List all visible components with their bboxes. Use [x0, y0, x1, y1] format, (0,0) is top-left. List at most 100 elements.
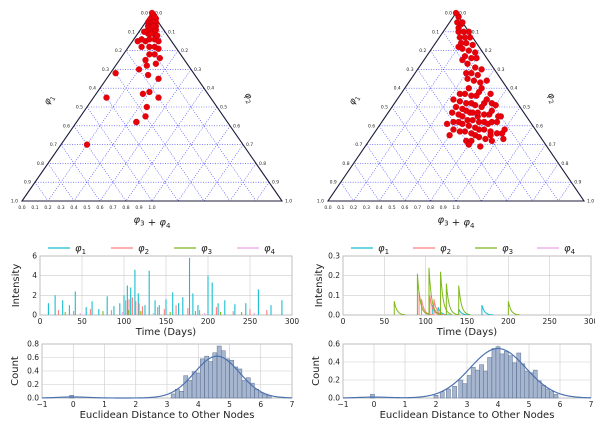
y-axis-label: Intensity — [11, 264, 22, 308]
ternary-data-point — [138, 36, 145, 43]
ternary-tick-bottom: 0.3 — [363, 205, 370, 211]
ternary-data-point — [155, 45, 162, 52]
ternary-data-point — [488, 107, 495, 114]
ternary-tick-right: 0.2 — [485, 48, 492, 54]
ternary-tick-bottom: 0.0 — [18, 205, 25, 211]
y-tick-label: 0.6 — [27, 353, 39, 362]
y-tick-label: 0.2 — [328, 376, 340, 385]
y-tick-label: 6 — [32, 252, 37, 261]
ternary-data-point — [450, 96, 457, 103]
legend-label: φ1 — [378, 244, 389, 257]
x-tick-label: 200 — [501, 317, 516, 326]
x-tick-label: 2 — [434, 400, 439, 409]
ternary-data-point — [492, 101, 499, 109]
histogram-bar — [462, 383, 468, 399]
x-tick-label: 3 — [165, 400, 170, 409]
kde-curve — [41, 355, 293, 399]
histogram-bar — [212, 352, 218, 399]
histogram-bar — [504, 350, 509, 399]
ternary-data-point — [472, 64, 479, 71]
intensity-decay-curve — [416, 273, 430, 315]
x-tick-label: 200 — [201, 317, 216, 326]
ternary-data-point — [477, 79, 484, 86]
x-axis-label: Time (Days) — [436, 327, 498, 338]
ternary-tick-right: 0.7 — [549, 142, 556, 148]
ternary-data-point — [133, 118, 140, 126]
ternary-tick-bottom: 0.9 — [440, 205, 447, 211]
y-tick-label: 0.6 — [328, 340, 340, 349]
ternary-gridline — [481, 125, 534, 202]
intensity-decay-curve — [433, 299, 446, 315]
ternary-tick-bottom: 0.0 — [324, 205, 331, 211]
ternary-tick-bottom: 0.4 — [70, 205, 77, 211]
ternary-data-point — [495, 113, 502, 120]
ternary-data-point — [465, 122, 472, 129]
ternary-data-point — [154, 32, 161, 39]
ternary-data-point — [475, 133, 483, 141]
ternary-plot-left: 0.0 0.0 0.0 0.1 0.1 0.1 0.2 0.2 0.2 0.3 0.3 0.3 0.4 0… — [11, 9, 292, 230]
ternary-tick-bottom: 0.6 — [96, 205, 103, 211]
ternary-data-point — [469, 41, 476, 49]
y-axis-label: Intensity — [314, 264, 325, 308]
ternary-data-point — [155, 94, 162, 101]
ternary-tick-left: 0.8 — [37, 161, 44, 167]
ternary-data-point — [103, 94, 110, 101]
ternary-tick-left: 0.3 — [102, 67, 109, 73]
ternary-data-point — [483, 96, 490, 103]
ternary-tick-left: 0.5 — [76, 105, 83, 111]
histogram-bar — [549, 391, 554, 399]
histogram-bar — [258, 392, 264, 399]
y-axis-label: Count — [311, 356, 322, 386]
ternary-data-point — [474, 109, 481, 116]
ternary-data-point — [461, 128, 469, 135]
y-tick-label: 4 — [32, 271, 37, 280]
y-tick-label: 0 — [32, 311, 37, 320]
intensity-plot-left: 0 50 100 150 200 250 300 0 2 4 6 Time (Days) Intensi… — [11, 244, 299, 339]
ternary-gridline — [506, 144, 546, 202]
ternary-data-point — [143, 103, 150, 111]
ternary-tick-bottom: 0.1 — [31, 205, 38, 211]
x-tick-label: 150 — [159, 317, 174, 326]
x-tick-label: −1 — [36, 400, 47, 409]
ternary-gridline — [60, 144, 101, 202]
x-tick-label: 3 — [465, 400, 470, 409]
ternary-outline — [20, 12, 284, 202]
ternary-gridline — [340, 182, 354, 202]
ternary-data-point — [465, 141, 472, 148]
ternary-plot-right: 0.0 0.0 0.0 0.1 0.1 0.1 0.2 0.2 0.2 0.3 0.3 0.3 0.4 0… — [317, 9, 594, 230]
legend-label: φ1 — [75, 244, 86, 257]
ternary-tick-right: 0.0 — [155, 11, 162, 17]
ternary-tick-left: 0.0 — [141, 11, 148, 17]
ternary-axis-label-right: φ2 — [241, 91, 256, 105]
histogram-bar — [216, 345, 222, 399]
ternary-tick-left: 0.2 — [419, 48, 426, 54]
y-tick-label: 0.1 — [328, 291, 340, 300]
ternary-tick-left: 0.4 — [394, 86, 401, 92]
legend-label: φ3 — [502, 244, 513, 257]
y-tick-label: 0.2 — [27, 380, 39, 389]
histogram-bar — [520, 363, 526, 399]
ternary-gridline — [229, 163, 257, 202]
ternary-data-point — [488, 137, 495, 144]
histogram-bar — [208, 361, 214, 399]
ternary-data-point — [465, 47, 472, 54]
x-tick-label: 5 — [527, 400, 532, 409]
x-tick-label: 0 — [372, 400, 377, 409]
ternary-tick-left: 0.0 — [445, 11, 452, 17]
ternary-tick-right: 0.0 — [459, 11, 466, 17]
ternary-data-point — [142, 56, 149, 64]
ternary-data-point — [477, 143, 484, 150]
y-tick-label: 0.4 — [27, 367, 39, 376]
x-axis-label: Time (Days) — [135, 327, 197, 338]
ternary-data-point — [464, 75, 471, 82]
ternary-gridline — [353, 163, 380, 202]
distance-histogram-left: −1 0 1 2 3 4 5 6 7 0.0 0.2 0.4 0.6 0.8 Euclidean Dista… — [10, 340, 295, 422]
x-tick-label: −1 — [337, 400, 348, 409]
ternary-gridline — [138, 31, 257, 202]
x-tick-label: 0 — [341, 317, 346, 326]
y-tick-label: 0.4 — [328, 358, 340, 367]
ternary-data-point — [147, 30, 154, 37]
x-tick-label: 300 — [584, 317, 595, 326]
y-tick-label: 0.0 — [328, 311, 340, 320]
